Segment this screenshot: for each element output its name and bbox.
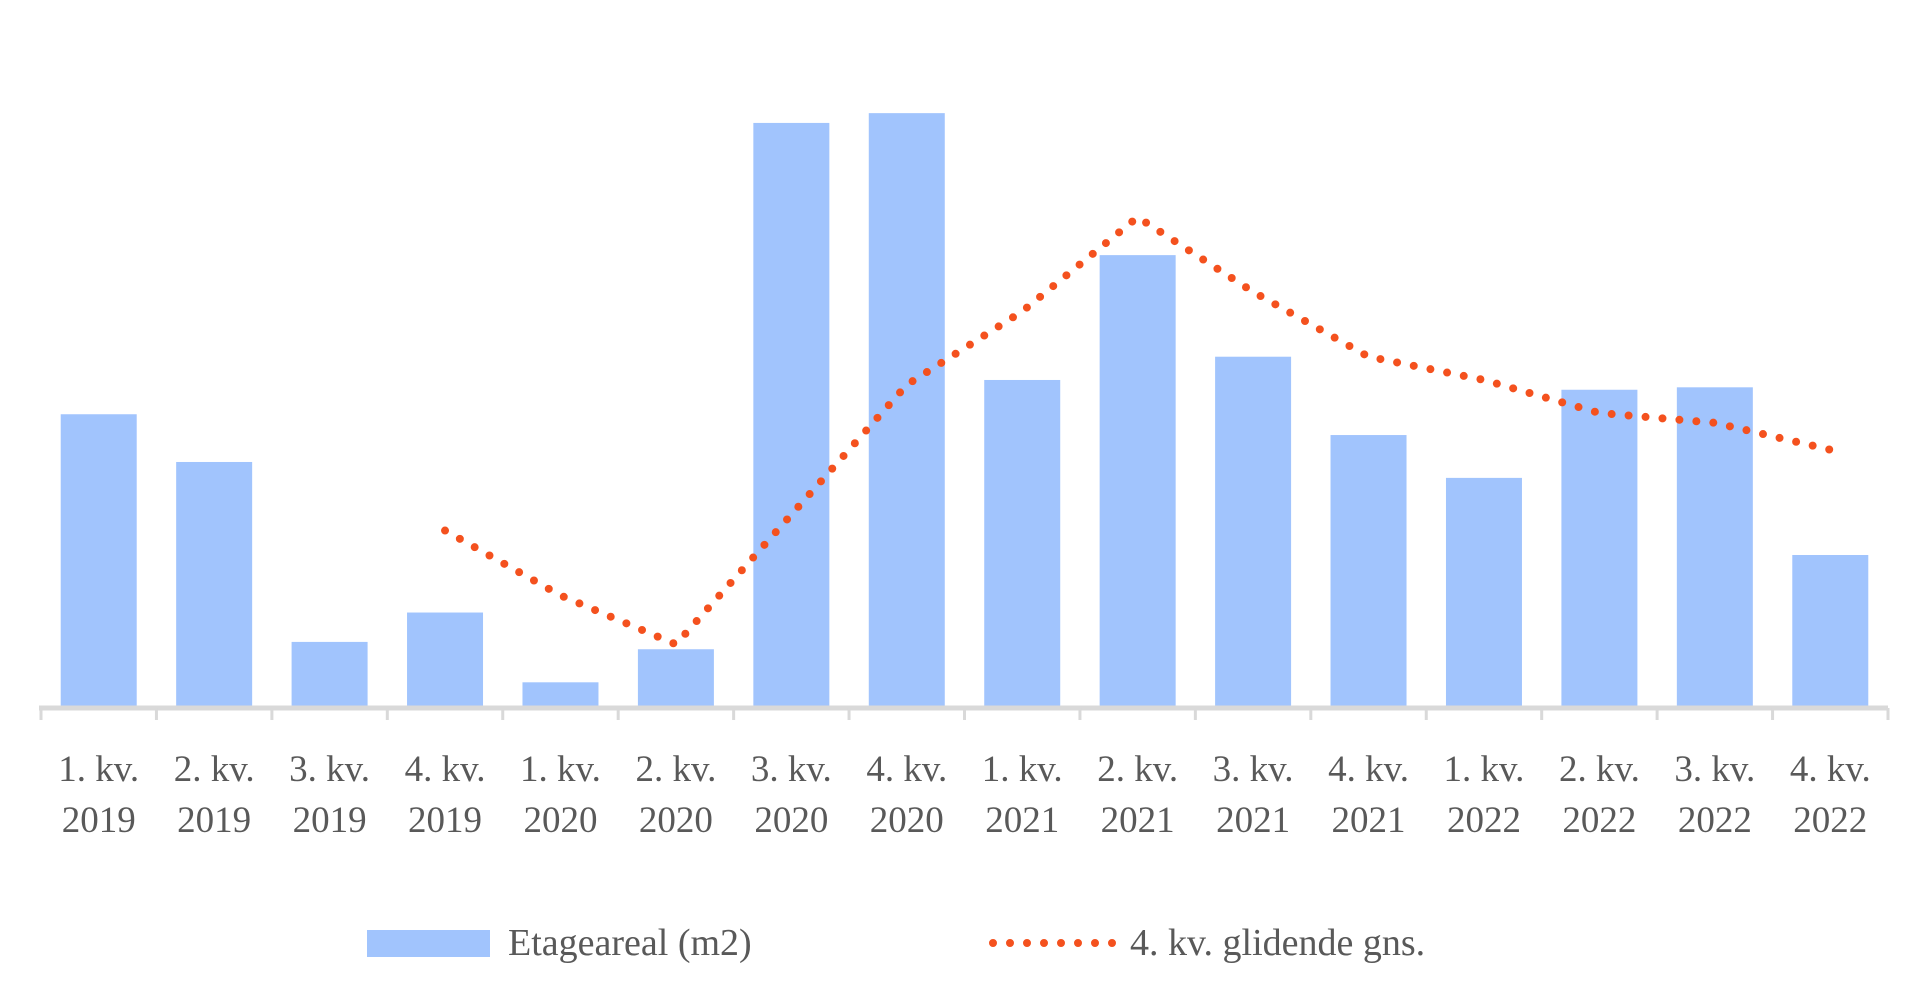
x-tick-label: 1. kv. 2019: [58, 749, 140, 841]
bar: [1445, 477, 1522, 708]
bar: [753, 122, 830, 709]
x-tick-label: 3. kv. 2019: [289, 749, 371, 841]
x-tick-label: 2. kv. 2020: [635, 749, 717, 841]
x-tick-label: 4. kv. 2022: [1789, 749, 1871, 841]
x-tick-label: 2. kv. 2019: [173, 749, 255, 841]
x-tick-label: 3. kv. 2021: [1212, 749, 1294, 841]
legend-label: 4. kv. glidende gns.: [1130, 922, 1426, 964]
x-tick-label: 1. kv. 2020: [520, 749, 601, 841]
bar: [291, 641, 368, 708]
bar: [1676, 387, 1753, 708]
bar: [637, 649, 714, 708]
x-tick-label: 4. kv. 2019: [404, 749, 486, 841]
bar: [984, 379, 1061, 708]
moving-average-line: [441, 212, 1835, 650]
bar: [1561, 389, 1638, 708]
bar: [1792, 555, 1869, 708]
bar: [1330, 435, 1407, 708]
x-tick-label: 1. kv. 2022: [1443, 749, 1525, 841]
bar: [407, 612, 484, 708]
x-tick-label: 3. kv. 2022: [1674, 749, 1756, 841]
bar: [522, 682, 599, 708]
bar: [1215, 356, 1292, 708]
bar: [176, 461, 253, 708]
legend-label: Etageareal (m2): [508, 922, 752, 964]
legend-swatch: [367, 930, 490, 957]
x-tick-label: 4. kv. 2021: [1328, 749, 1409, 841]
x-tick-label: 3. kv. 2020: [750, 749, 832, 841]
x-tick-label: 2. kv. 2021: [1097, 749, 1179, 841]
bar: [1099, 255, 1176, 708]
bar: [60, 414, 137, 708]
bar: [868, 113, 945, 709]
x-tick-label: 4. kv. 2020: [866, 749, 948, 841]
x-tick-label: 1. kv. 2021: [981, 749, 1063, 841]
x-tick-label: 2. kv. 2022: [1558, 749, 1640, 841]
